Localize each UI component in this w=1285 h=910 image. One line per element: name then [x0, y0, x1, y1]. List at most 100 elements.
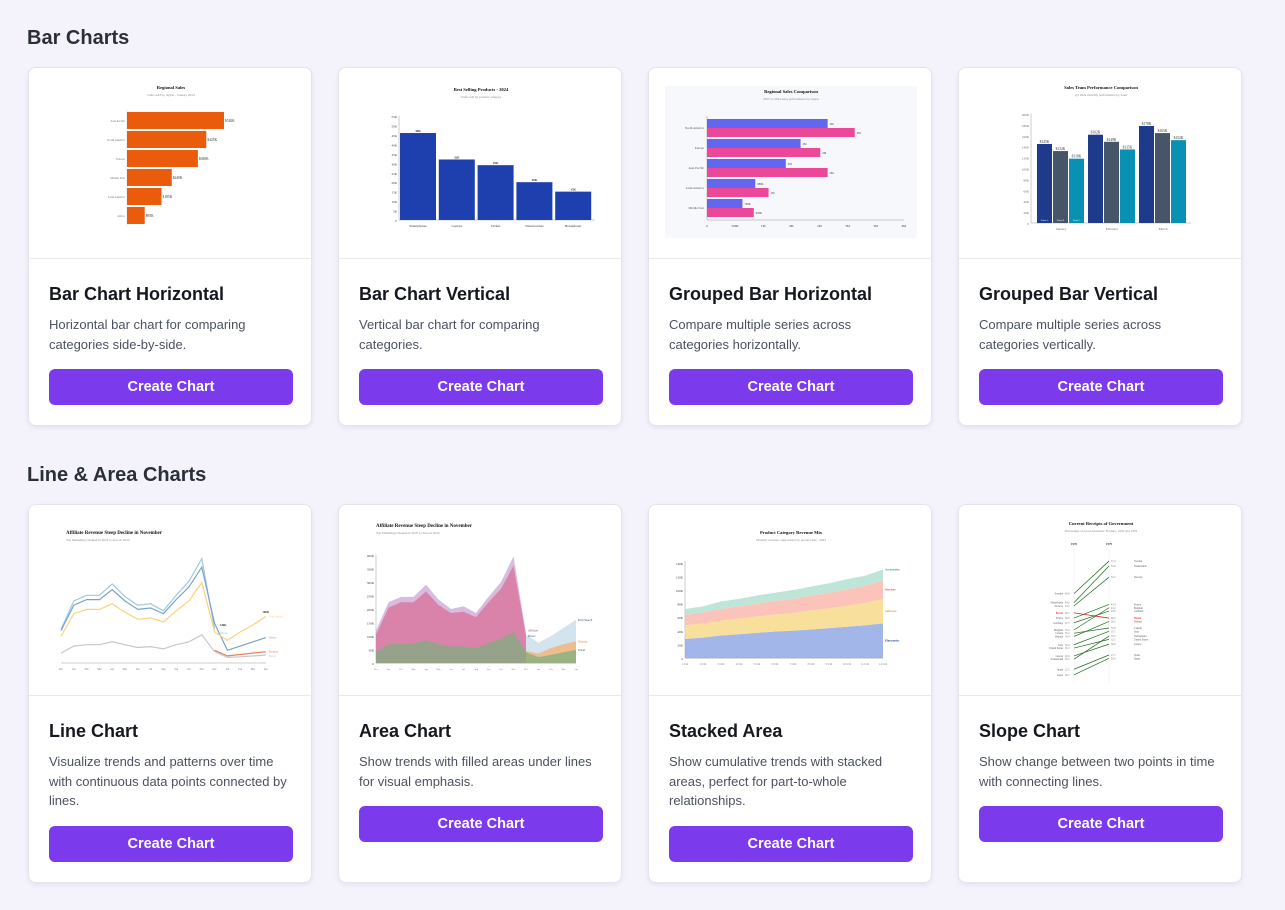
create-chart-button[interactable]: Create Chart: [979, 369, 1223, 405]
category-label: Asia Pacific: [110, 119, 125, 123]
chart-title: Affiliate Revenue Steep Decline in Novem…: [376, 524, 473, 529]
value-right: 30.6: [1111, 643, 1116, 646]
x-tick-label: 3M: [873, 224, 878, 228]
country-label-left: Japan: [1057, 674, 1064, 677]
card-body: Bar Chart Horizontal Horizontal bar char…: [29, 259, 311, 425]
x-tick-label: 10/1/24: [843, 663, 852, 666]
chart-card-grouped-bar-vertical: Sales Team Performance Comparison Q1 2024…: [958, 67, 1242, 426]
create-chart-button[interactable]: Create Chart: [359, 369, 603, 405]
slope-line: [1073, 630, 1110, 646]
data-label: $162K: [1091, 131, 1101, 135]
y-tick-label: 150K: [367, 622, 375, 626]
card-title: Grouped Bar Vertical: [979, 284, 1159, 304]
chart-card-stacked-area: Product Category Revenue Mix Monthly reve…: [648, 504, 932, 883]
preview-svg: Regional Sales Comparison 2023 vs 2024 sa…: [665, 86, 917, 238]
x-tick-label: Jul: [462, 668, 465, 671]
y-tick-label: 55K: [392, 115, 398, 119]
country-label-right: Italy: [1134, 630, 1139, 633]
bar: [127, 207, 145, 224]
y-tick-label: 60K: [1024, 189, 1030, 193]
value-left: 44.0: [1065, 602, 1070, 605]
series-line: [60, 581, 267, 642]
data-label: 15K: [570, 188, 576, 192]
bar: [477, 165, 514, 220]
card-body: Bar Chart Vertical Vertical bar chart fo…: [339, 259, 621, 425]
chart-subtitle: Top Marketing Channel in 2023 to Zero in…: [66, 538, 130, 542]
x-tick-label: Jul: [149, 668, 152, 671]
create-chart-button[interactable]: Create Chart: [359, 806, 603, 842]
x-tick-label: 9/1/24: [826, 663, 833, 666]
card-description: Visualize trends and patterns over time …: [49, 754, 287, 808]
y-tick-label: 50K: [369, 649, 375, 653]
data-label: 2M: [830, 123, 834, 126]
y-tick-label: 40K: [678, 630, 684, 634]
series-area: [685, 580, 883, 626]
country-label-right: Netherlands: [1134, 565, 1147, 568]
chart-card-bar-chart-vertical: Best Selling Products - 2024 Units sold b…: [338, 67, 622, 426]
create-chart-button[interactable]: Create Chart: [49, 369, 293, 405]
card-description: Compare multiple series across categorie…: [979, 317, 1162, 352]
value-right: 52.2: [1111, 576, 1116, 579]
x-tick-label: Oct: [499, 668, 503, 671]
value-left: 37.5: [1065, 622, 1070, 625]
data-label: 720K: [744, 203, 750, 206]
category-label: North America: [107, 138, 126, 142]
bar: [707, 159, 786, 168]
x-tick-label: Jun: [449, 668, 453, 671]
card-body: Grouped Bar Vertical Compare multiple se…: [959, 259, 1241, 425]
series-line: [214, 649, 266, 657]
card-body: Line Chart Visualize trends and patterns…: [29, 696, 311, 882]
section-line-area-charts: Line & Area Charts Affiliate Revenue Ste…: [27, 461, 1285, 883]
country-label-right: Britain: [1134, 617, 1142, 620]
series-label: Display: [578, 639, 588, 643]
create-chart-button[interactable]: Create Chart: [669, 369, 913, 405]
value-right: 39.0: [1111, 617, 1116, 620]
country-label-left: Finland: [1055, 635, 1064, 638]
category-label: Middle East: [689, 206, 705, 210]
series-label: Email: [578, 648, 585, 652]
slope-line: [1073, 657, 1110, 676]
value-left: 34.9: [1065, 635, 1070, 638]
data-label: 29K: [493, 161, 499, 165]
bar: [400, 133, 436, 220]
series-label: Services: [885, 588, 896, 592]
country-label-left: Canada: [1055, 632, 1064, 635]
bar: [1104, 141, 1119, 223]
category-label: Asia Pacific: [689, 166, 705, 170]
bar: [1155, 133, 1170, 223]
card-body: Area Chart Show trends with filled areas…: [339, 696, 621, 862]
card-description: Show cumulative trends with stacked area…: [669, 754, 883, 808]
create-chart-button[interactable]: Create Chart: [979, 806, 1223, 842]
x-tick-label: 7/1/24: [790, 663, 797, 666]
value-right: 27.1: [1111, 654, 1116, 657]
country-label-left: Switzerland: [1051, 658, 1064, 661]
preview-svg: Affiliate Revenue Steep Decline in Novem…: [59, 531, 284, 671]
chart-subtitle: Q1 2024 monthly performance by team: [1075, 93, 1128, 97]
chart-subtitle: Top Marketing Channel in 2023 to Zero in…: [376, 531, 440, 535]
chart-card-area-chart: Affiliate Revenue Steep Decline in Novem…: [338, 504, 622, 883]
country-label-right: Greece: [1134, 643, 1142, 646]
create-chart-button[interactable]: Create Chart: [49, 825, 293, 862]
y-tick-label: 120K: [676, 575, 684, 579]
chart-title: Regional Sales Comparison: [764, 89, 818, 94]
bar: [1171, 140, 1186, 223]
series-area: [685, 598, 883, 639]
country-label-left: Italy: [1058, 644, 1063, 647]
country-label-right: Finland: [1134, 620, 1143, 623]
series-line: [60, 634, 266, 659]
bar: [555, 191, 592, 220]
data-label: 20K: [532, 178, 538, 182]
series-label: Affiliate: [218, 631, 229, 635]
y-tick-label: 5K: [393, 210, 398, 214]
x-tick-label: 1/1/24: [682, 663, 689, 666]
slope-line: [1073, 643, 1110, 657]
y-tick-label: 0: [395, 219, 397, 223]
x-tick-label: Feb: [238, 668, 243, 671]
value-left: 30.4: [1065, 644, 1070, 647]
value-right: 32.5: [1111, 638, 1116, 641]
chart-gallery: Bar Charts Regional Sales Units sold by r…: [27, 27, 1285, 883]
card-title: Stacked Area: [669, 721, 783, 741]
create-chart-button[interactable]: Create Chart: [669, 825, 913, 862]
x-tick-label: 500K: [732, 224, 740, 228]
series-area: [376, 631, 576, 663]
